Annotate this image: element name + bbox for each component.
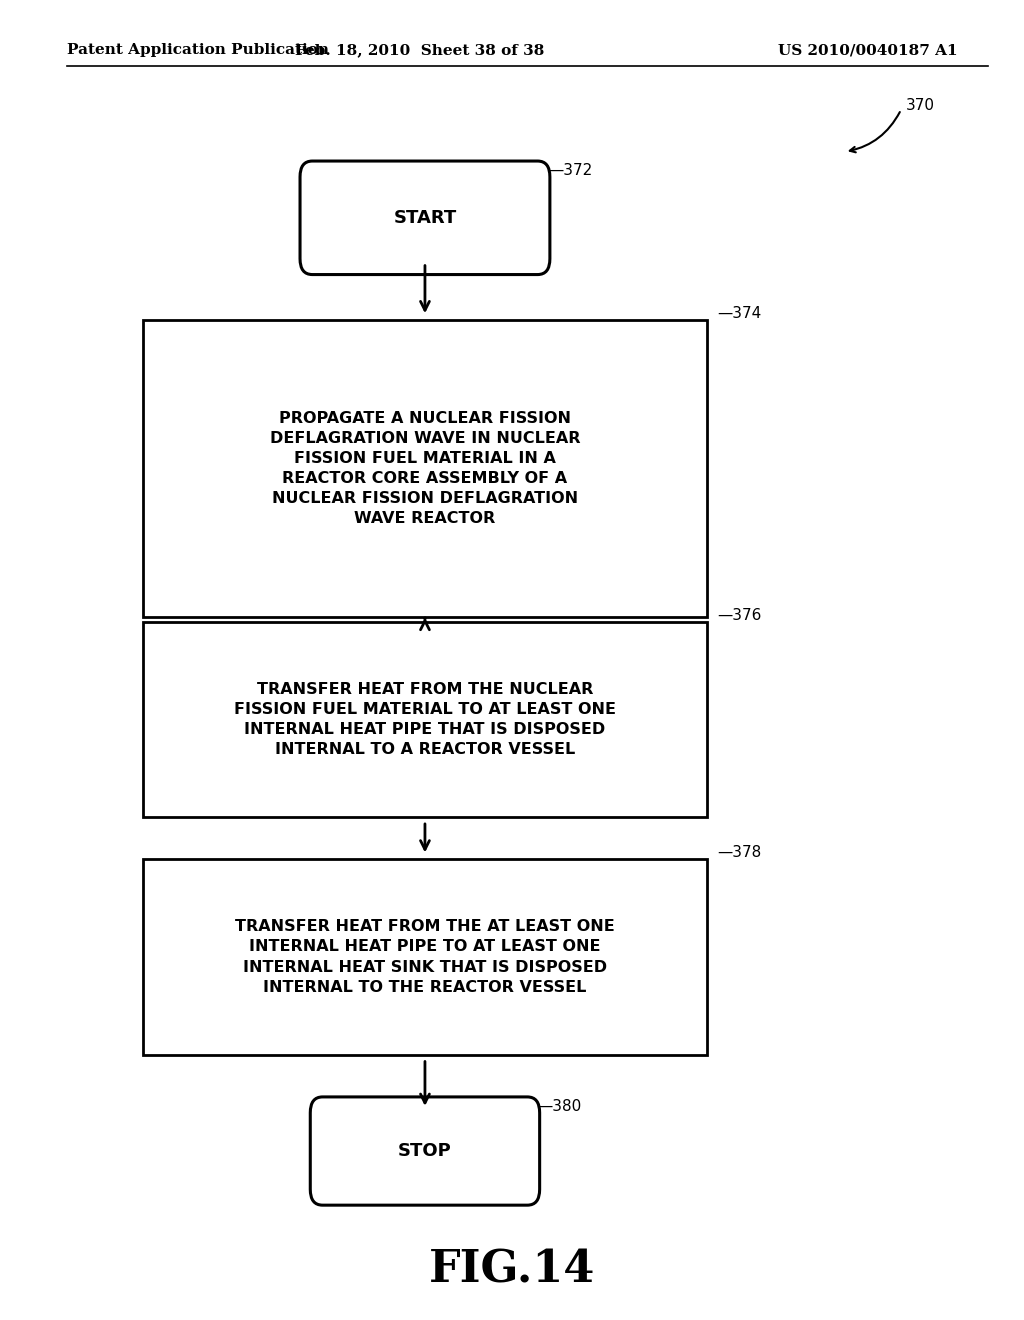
Text: —372: —372 bbox=[548, 162, 592, 178]
Text: STOP: STOP bbox=[398, 1142, 452, 1160]
Text: FIG.14: FIG.14 bbox=[429, 1249, 595, 1291]
Text: —380: —380 bbox=[538, 1098, 582, 1114]
Text: Patent Application Publication: Patent Application Publication bbox=[67, 44, 329, 57]
Text: TRANSFER HEAT FROM THE NUCLEAR
FISSION FUEL MATERIAL TO AT LEAST ONE
INTERNAL HE: TRANSFER HEAT FROM THE NUCLEAR FISSION F… bbox=[233, 682, 616, 756]
FancyBboxPatch shape bbox=[310, 1097, 540, 1205]
Bar bbox=[143, 321, 707, 618]
Text: —378: —378 bbox=[717, 845, 761, 861]
Text: TRANSFER HEAT FROM THE AT LEAST ONE
INTERNAL HEAT PIPE TO AT LEAST ONE
INTERNAL : TRANSFER HEAT FROM THE AT LEAST ONE INTE… bbox=[236, 920, 614, 994]
Bar bbox=[143, 859, 707, 1055]
FancyBboxPatch shape bbox=[300, 161, 550, 275]
Text: Feb. 18, 2010  Sheet 38 of 38: Feb. 18, 2010 Sheet 38 of 38 bbox=[295, 44, 545, 57]
Text: 370: 370 bbox=[906, 98, 935, 114]
Text: START: START bbox=[393, 209, 457, 227]
Bar bbox=[143, 622, 707, 817]
Text: PROPAGATE A NUCLEAR FISSION
DEFLAGRATION WAVE IN NUCLEAR
FISSION FUEL MATERIAL I: PROPAGATE A NUCLEAR FISSION DEFLAGRATION… bbox=[269, 411, 581, 527]
Text: —376: —376 bbox=[717, 607, 761, 623]
Text: US 2010/0040187 A1: US 2010/0040187 A1 bbox=[778, 44, 957, 57]
Text: —374: —374 bbox=[717, 306, 761, 321]
